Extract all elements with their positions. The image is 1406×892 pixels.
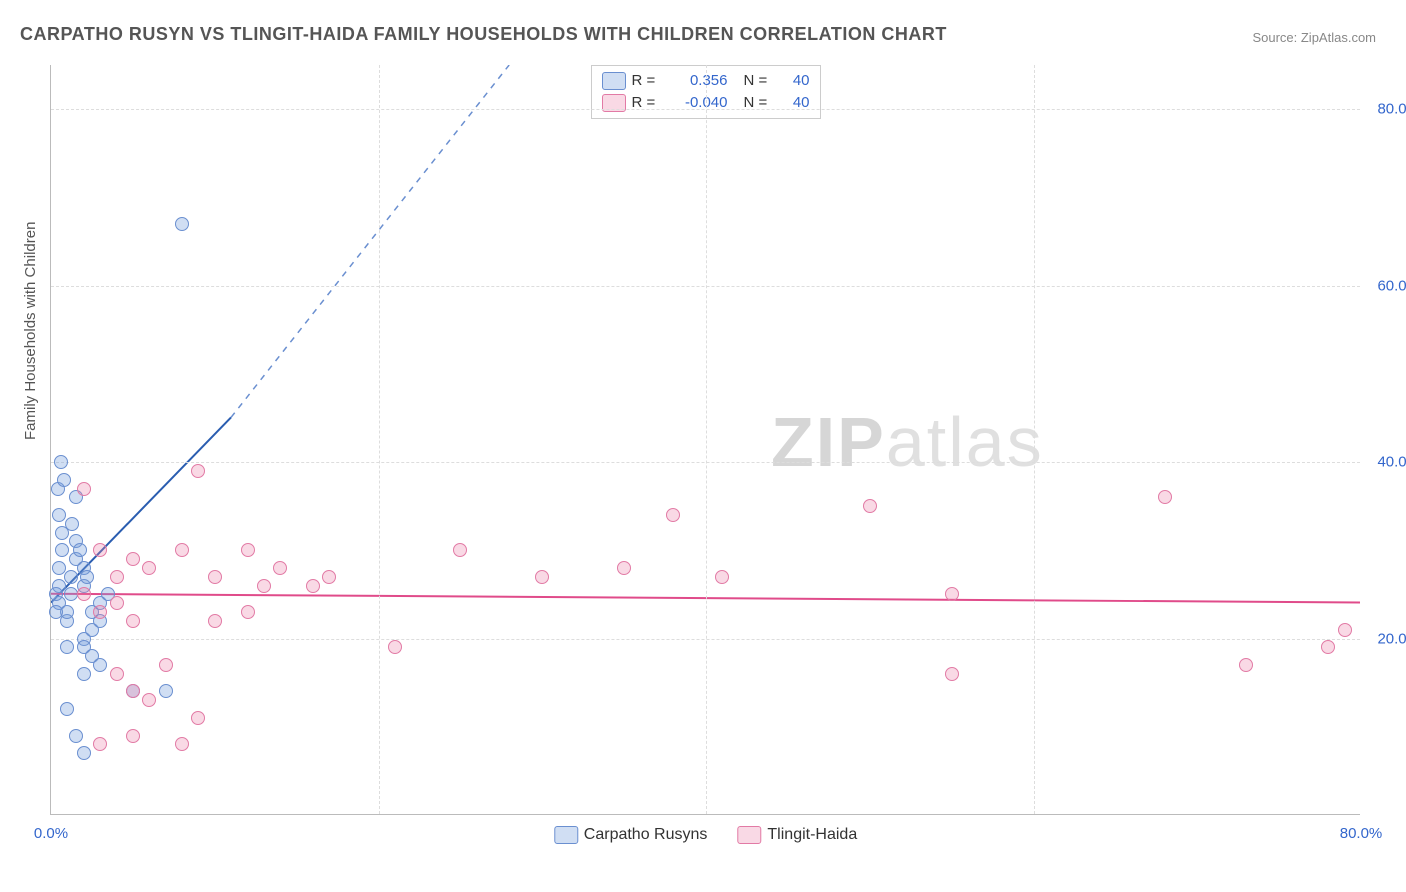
scatter-point	[69, 729, 83, 743]
scatter-point	[175, 737, 189, 751]
scatter-point	[93, 543, 107, 557]
scatter-point	[93, 737, 107, 751]
legend-r-label: R =	[632, 70, 662, 92]
x-tick-label: 80.0%	[1340, 825, 1383, 842]
scatter-point	[126, 729, 140, 743]
scatter-point	[77, 667, 91, 681]
scatter-point	[142, 561, 156, 575]
scatter-point	[49, 587, 63, 601]
legend-swatch-icon	[602, 72, 626, 90]
scatter-plot-area: ZIPatlas R =0.356N =40R =-0.040N =40 Car…	[50, 65, 1360, 815]
legend-n-label: N =	[744, 70, 774, 92]
legend-n-value: 40	[780, 92, 810, 114]
scatter-point	[57, 473, 71, 487]
scatter-point	[175, 217, 189, 231]
trend-line-solid	[51, 417, 231, 602]
x-tick-label: 0.0%	[34, 825, 68, 842]
scatter-point	[52, 508, 66, 522]
scatter-point	[945, 667, 959, 681]
scatter-point	[535, 570, 549, 584]
scatter-point	[60, 640, 74, 654]
y-tick-label: 40.0%	[1377, 454, 1406, 471]
scatter-point	[453, 543, 467, 557]
scatter-point	[322, 570, 336, 584]
legend-r-label: R =	[632, 92, 662, 114]
scatter-point	[306, 579, 320, 593]
gridline-vertical	[1034, 65, 1035, 814]
scatter-point	[126, 684, 140, 698]
scatter-point	[1338, 623, 1352, 637]
y-axis-label: Family Households with Children	[22, 222, 39, 440]
legend-swatch-icon	[737, 826, 761, 844]
scatter-point	[945, 587, 959, 601]
scatter-point	[64, 570, 78, 584]
y-tick-label: 80.0%	[1377, 101, 1406, 118]
scatter-point	[863, 499, 877, 513]
scatter-point	[110, 667, 124, 681]
scatter-point	[77, 746, 91, 760]
gridline-vertical	[379, 65, 380, 814]
legend-series-label: Tlingit-Haida	[767, 826, 857, 843]
legend-series-item: Carpatho Rusyns	[554, 826, 708, 844]
y-tick-label: 60.0%	[1377, 277, 1406, 294]
scatter-point	[208, 614, 222, 628]
scatter-point	[617, 561, 631, 575]
scatter-point	[65, 517, 79, 531]
trend-line-dashed	[231, 65, 509, 417]
scatter-point	[388, 640, 402, 654]
scatter-point	[175, 543, 189, 557]
scatter-point	[142, 693, 156, 707]
scatter-point	[54, 455, 68, 469]
y-tick-label: 20.0%	[1377, 630, 1406, 647]
watermark-zip: ZIP	[771, 403, 886, 481]
scatter-point	[126, 614, 140, 628]
legend-series-item: Tlingit-Haida	[737, 826, 857, 844]
scatter-point	[273, 561, 287, 575]
scatter-point	[208, 570, 222, 584]
scatter-point	[110, 570, 124, 584]
legend-n-value: 40	[780, 70, 810, 92]
scatter-point	[126, 552, 140, 566]
scatter-point	[77, 587, 91, 601]
scatter-point	[159, 684, 173, 698]
scatter-point	[93, 658, 107, 672]
scatter-point	[159, 658, 173, 672]
scatter-point	[60, 702, 74, 716]
scatter-point	[73, 543, 87, 557]
watermark: ZIPatlas	[771, 402, 1044, 482]
scatter-point	[241, 605, 255, 619]
scatter-point	[1239, 658, 1253, 672]
scatter-point	[1321, 640, 1335, 654]
source-attribution: Source: ZipAtlas.com	[1252, 30, 1376, 45]
scatter-point	[1158, 490, 1172, 504]
scatter-point	[64, 587, 78, 601]
scatter-point	[715, 570, 729, 584]
scatter-point	[257, 579, 271, 593]
watermark-atlas: atlas	[886, 403, 1044, 481]
legend-r-value: -0.040	[668, 92, 728, 114]
legend-n-label: N =	[744, 92, 774, 114]
scatter-point	[110, 596, 124, 610]
legend-series-label: Carpatho Rusyns	[584, 826, 708, 843]
legend-r-value: 0.356	[668, 70, 728, 92]
scatter-point	[191, 464, 205, 478]
scatter-point	[49, 605, 63, 619]
scatter-point	[77, 482, 91, 496]
scatter-point	[93, 605, 107, 619]
chart-title: CARPATHO RUSYN VS TLINGIT-HAIDA FAMILY H…	[20, 24, 947, 45]
scatter-point	[80, 570, 94, 584]
scatter-point	[55, 543, 69, 557]
scatter-point	[191, 711, 205, 725]
series-legend: Carpatho Rusyns Tlingit-Haida	[554, 826, 857, 844]
scatter-point	[241, 543, 255, 557]
scatter-point	[666, 508, 680, 522]
legend-swatch-icon	[554, 826, 578, 844]
gridline-vertical	[706, 65, 707, 814]
